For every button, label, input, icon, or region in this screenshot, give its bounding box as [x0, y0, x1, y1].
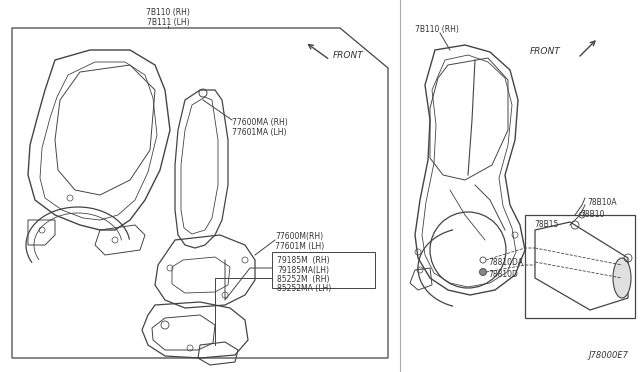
Text: 78B10A: 78B10A: [587, 198, 616, 207]
Text: 85252MA (LH): 85252MA (LH): [277, 284, 332, 293]
Text: FRONT: FRONT: [333, 51, 364, 60]
Text: 79185M  (RH): 79185M (RH): [277, 256, 330, 265]
Text: 85252M  (RH): 85252M (RH): [277, 275, 330, 284]
Text: 78810DA: 78810DA: [488, 258, 523, 267]
Text: 77600MA (RH): 77600MA (RH): [232, 118, 288, 127]
Text: 7B110 (RH): 7B110 (RH): [415, 25, 459, 34]
Text: J78000E7: J78000E7: [588, 351, 628, 360]
Text: 79185MA(LH): 79185MA(LH): [277, 266, 329, 275]
Text: 78B15: 78B15: [534, 220, 558, 229]
Text: 78B10: 78B10: [580, 210, 604, 219]
Text: 7B110 (RH): 7B110 (RH): [146, 8, 190, 17]
Text: 78810D: 78810D: [488, 270, 518, 279]
Text: FRONT: FRONT: [529, 48, 560, 57]
Text: 77600M(RH): 77600M(RH): [275, 232, 323, 241]
Circle shape: [479, 269, 486, 276]
Text: 77601MA (LH): 77601MA (LH): [232, 128, 287, 137]
Text: 77601M (LH): 77601M (LH): [275, 242, 324, 251]
Ellipse shape: [613, 258, 631, 298]
Text: 7B111 (LH): 7B111 (LH): [147, 18, 189, 27]
